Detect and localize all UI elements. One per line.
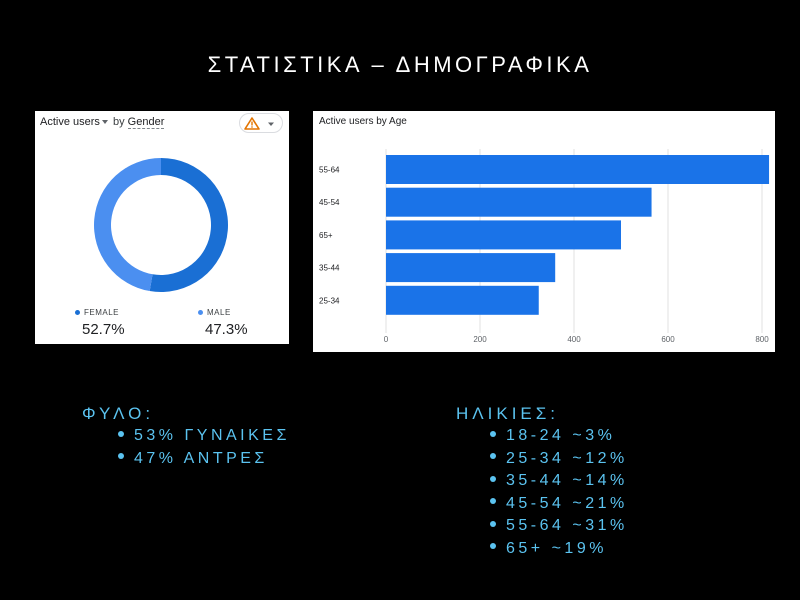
male-legend-label: MALE	[207, 308, 231, 317]
warning-triangle-icon	[244, 117, 274, 130]
warning-menu-button[interactable]	[239, 113, 283, 133]
x-tick-label: 600	[661, 335, 675, 344]
female-value: 52.7%	[82, 321, 125, 338]
gender-summary-list: 53% ΓΥΝΑΙΚΕΣ 47% ΑΝΤΡΕΣ	[82, 425, 290, 470]
gender-summary: ΦΥΛΟ: 53% ΓΥΝΑΙΚΕΣ 47% ΑΝΤΡΕΣ	[82, 402, 290, 470]
list-item: 35-44 ~14%	[490, 470, 628, 493]
y-tick-label: 65+	[319, 231, 333, 240]
metric-selector[interactable]: Active users	[40, 116, 113, 128]
legend-item-female: FEMALE	[75, 308, 119, 317]
y-tick-label: 55-64	[319, 166, 340, 175]
age-summary-list: 18-24 ~3% 25-34 ~12% 35-44 ~14% 45-54 ~2…	[456, 425, 628, 560]
x-tick-label: 400	[567, 335, 581, 344]
dimension-selector[interactable]: Gender	[127, 116, 165, 129]
metric-label: Active users	[40, 116, 100, 128]
donut-slice-female	[149, 158, 228, 292]
list-item: 45-54 ~21%	[490, 493, 628, 516]
female-legend-label: FEMALE	[84, 308, 120, 317]
by-label: by	[112, 116, 125, 128]
x-tick-label: 200	[473, 335, 487, 344]
list-item: 65+ ~19%	[490, 538, 628, 561]
female-legend-dot	[75, 310, 80, 316]
age-card-title: Active users by Age	[319, 116, 407, 127]
gender-summary-heading: ΦΥΛΟ:	[82, 404, 155, 423]
list-item: 53% ΓΥΝΑΙΚΕΣ	[118, 425, 290, 448]
bar-35-44	[386, 253, 556, 283]
bar-55-64	[386, 155, 770, 184]
bar-25-34	[386, 285, 539, 315]
page-title: ΣΤΑΤΙΣΤΙΚΑ – ΔΗΜΟΓΡΑΦΙΚΑ	[207, 52, 593, 77]
gender-card: Active users by Gender FEMALE 52.7% MALE…	[35, 111, 289, 344]
gender-card-header: Active users by Gender	[40, 116, 165, 129]
list-item: 18-24 ~3%	[490, 425, 628, 448]
male-value: 47.3%	[205, 321, 248, 338]
y-tick-label: 35-44	[319, 264, 340, 273]
bar-45-54	[386, 187, 652, 217]
y-tick-label: 45-54	[319, 198, 340, 207]
donut-slice-male	[93, 158, 161, 292]
x-tick-label: 0	[384, 335, 389, 344]
bar-65+	[386, 220, 621, 250]
age-card: Active users by Age 0 200 400 600 800 55-64 45…	[313, 111, 775, 352]
y-tick-label: 25-34	[319, 296, 340, 305]
legend-item-male: MALE	[198, 308, 231, 317]
gender-donut-chart	[93, 158, 228, 292]
x-tick-label: 800	[755, 335, 769, 344]
list-item: 25-34 ~12%	[490, 448, 628, 471]
age-summary: ΗΛΙΚΙΕΣ: 18-24 ~3% 25-34 ~12% 35-44 ~14%…	[456, 402, 628, 560]
age-bar-chart: 0 200 400 600 800 55-64 45-54 65+ 35-44 25-34	[319, 149, 770, 344]
age-summary-heading: ΗΛΙΚΙΕΣ:	[456, 404, 559, 423]
list-item: 47% ΑΝΤΡΕΣ	[118, 448, 290, 471]
caret-down-icon	[101, 120, 108, 125]
male-legend-dot	[198, 310, 203, 316]
list-item: 55-64 ~31%	[490, 515, 628, 538]
